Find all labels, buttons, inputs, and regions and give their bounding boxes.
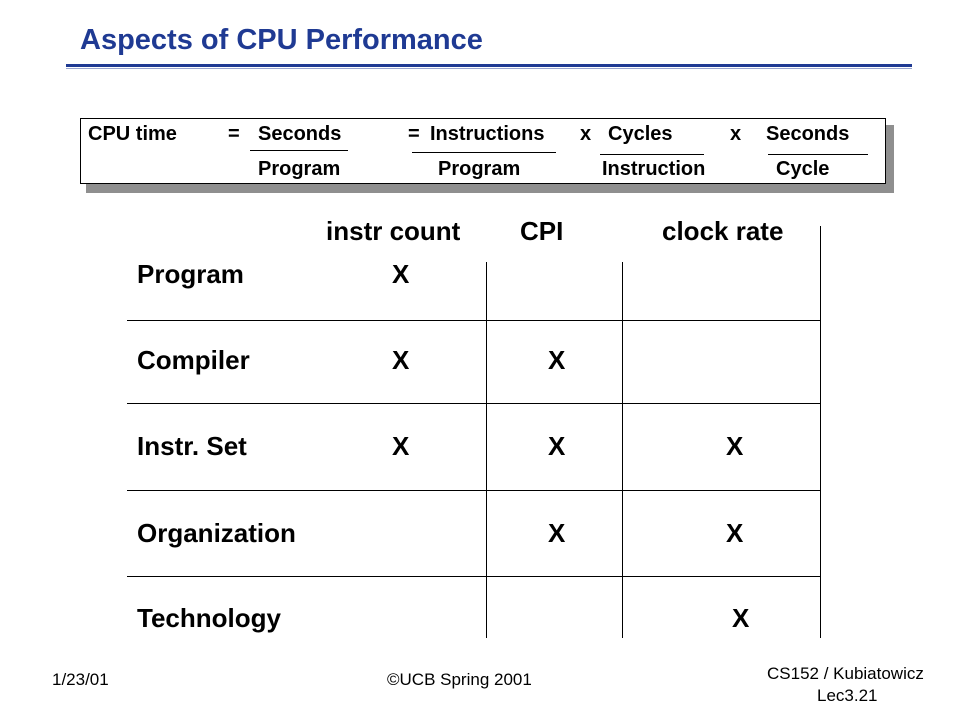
formula-instructions-numerator: Instructions: [430, 123, 545, 145]
formula-times-1: x: [580, 123, 592, 145]
mark-compiler-instr-count: X: [392, 345, 410, 375]
column-header-cpi: CPI: [520, 216, 564, 246]
column-header-clock-rate: clock rate: [662, 216, 784, 246]
row-label-compiler: Compiler: [137, 345, 250, 375]
mark-instr-set-cpi: X: [548, 431, 566, 461]
row-label-instr-set: Instr. Set: [137, 431, 247, 461]
footer-copyright: ©UCB Spring 2001: [387, 670, 532, 689]
column-header-instr-count: instr count: [326, 216, 461, 246]
footer-course: CS152 / Kubiatowicz: [767, 664, 924, 683]
mark-instr-set-clock-rate: X: [726, 431, 744, 461]
column-divider-right: [820, 226, 821, 638]
footer-lecture: Lec3.21: [817, 686, 878, 705]
formula-cycle-denominator: Cycle: [776, 158, 830, 180]
title-underline: [66, 64, 912, 67]
formula-seconds-numerator: Seconds: [258, 123, 342, 145]
row-divider-3: [127, 490, 821, 491]
formula-equals-1: =: [228, 123, 240, 145]
column-divider-2: [622, 262, 623, 638]
formula-program-denominator-2: Program: [438, 158, 521, 180]
footer-date: 1/23/01: [52, 670, 109, 689]
mark-organization-cpi: X: [548, 518, 566, 548]
row-label-technology: Technology: [137, 603, 281, 633]
mark-program-instr-count: X: [392, 259, 410, 289]
mark-organization-clock-rate: X: [726, 518, 744, 548]
mark-instr-set-instr-count: X: [392, 431, 410, 461]
formula-instruction-denominator: Instruction: [602, 158, 706, 180]
row-divider-4: [127, 576, 821, 577]
column-divider-1: [486, 262, 487, 638]
row-divider-2: [127, 403, 821, 404]
fraction-bar-3: [600, 154, 704, 155]
row-divider-1: [127, 320, 821, 321]
formula-program-denominator: Program: [258, 158, 341, 180]
formula-cpu-time: CPU time: [88, 123, 177, 145]
row-label-organization: Organization: [137, 518, 296, 548]
title-underline-thin: [66, 68, 912, 69]
formula-seconds-numerator-2: Seconds: [766, 123, 850, 145]
fraction-bar-1: [250, 150, 348, 151]
mark-technology-clock-rate: X: [732, 603, 750, 633]
formula-equals-2: =: [408, 123, 420, 145]
formula-box: [80, 118, 886, 184]
formula-cycles-numerator: Cycles: [608, 123, 673, 145]
formula-times-2: x: [730, 123, 742, 145]
fraction-bar-4: [768, 154, 868, 155]
slide-title: Aspects of CPU Performance: [80, 24, 483, 56]
fraction-bar-2: [412, 152, 556, 153]
row-label-program: Program: [137, 259, 244, 289]
mark-compiler-cpi: X: [548, 345, 566, 375]
